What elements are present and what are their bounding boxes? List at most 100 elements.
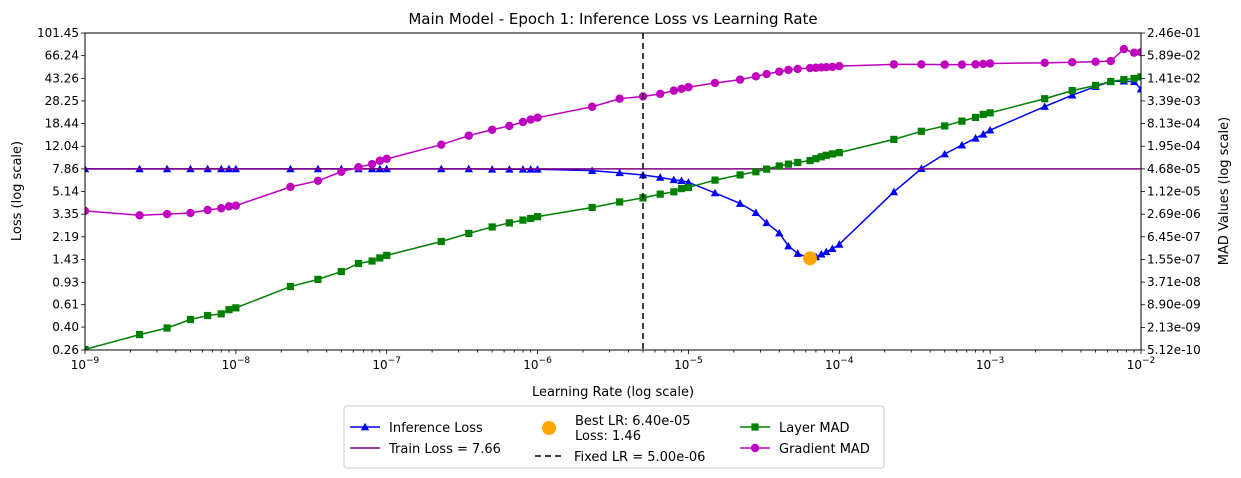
data-point	[656, 190, 664, 198]
legend-marker	[542, 421, 556, 435]
data-point	[527, 214, 535, 223]
y-left-tick-label: 101.45	[37, 26, 79, 40]
data-point	[784, 241, 793, 250]
y-left-tick-label: 2.19	[52, 230, 79, 244]
data-point	[587, 166, 597, 175]
legend-label: Inference Loss	[389, 421, 483, 436]
y-left-tick-label: 28.25	[45, 94, 79, 108]
data-point	[971, 113, 980, 122]
data-point	[186, 208, 195, 218]
legend-item-train: Train Loss = 7.66	[350, 442, 501, 457]
data-point	[1068, 58, 1077, 67]
data-point	[1137, 73, 1141, 81]
data-point	[957, 140, 967, 149]
data-point	[1041, 95, 1049, 103]
data-point	[940, 60, 949, 69]
data-point	[615, 168, 624, 177]
legend-box	[343, 405, 885, 469]
data-point	[985, 125, 995, 134]
data-point	[812, 155, 820, 163]
y-axis-label-right: MAD Values (log scale)	[1217, 117, 1232, 265]
data-point	[710, 78, 720, 88]
legend-label: Train Loss = 7.66	[388, 442, 501, 457]
data-point	[354, 259, 363, 268]
data-point	[204, 311, 212, 320]
data-point	[971, 60, 980, 69]
data-point	[958, 117, 966, 125]
y-right-tick-label: 1.41e-02	[1147, 71, 1201, 85]
y-right-tick-label: 3.71e-08	[1147, 275, 1201, 289]
data-point	[286, 282, 295, 291]
data-point	[1091, 81, 1100, 90]
x-tick-label: 10−9	[71, 356, 100, 372]
plot-area: 10−9 10−8 10−7 10−6 10−5 10−4 10−3 10−2 0.26 0.40…	[37, 26, 1201, 372]
y-left-tick-label: 0.40	[52, 320, 79, 334]
y-axis-left-ticks: 0.26 0.40 0.61 0.93 1.43 2.19 3.35 5.14 7.86 12.0…	[37, 26, 85, 357]
data-point	[828, 150, 836, 158]
y-axis-label-left: Loss (log scale)	[10, 141, 25, 241]
legend-marker	[750, 443, 760, 453]
data-point	[762, 69, 771, 79]
y-left-tick-label: 3.35	[52, 207, 79, 221]
legend-item-gradient: Gradient MAD	[740, 442, 870, 457]
data-point	[817, 249, 826, 258]
x-tick-label: 10−7	[372, 356, 401, 372]
data-point	[217, 204, 226, 213]
data-point	[286, 182, 295, 192]
data-point	[203, 205, 212, 215]
data-point	[232, 304, 240, 312]
data-point	[835, 240, 844, 248]
data-point	[986, 109, 994, 117]
x-axis-ticks: 10−9 10−8 10−7 10−6 10−5 10−4 10−3 10−2	[71, 350, 1155, 372]
y-left-tick-label: 0.26	[52, 343, 79, 357]
data-point	[684, 183, 693, 192]
data-point	[735, 75, 745, 84]
data-point	[1130, 74, 1138, 83]
legend-item-inference: Inference Loss	[350, 421, 483, 436]
y-right-tick-label: 6.45e-07	[1147, 230, 1201, 244]
y-left-tick-label: 66.24	[45, 49, 79, 63]
y-left-tick-label: 12.04	[45, 139, 79, 153]
data-point	[519, 216, 527, 224]
data-point	[775, 228, 784, 237]
data-point	[793, 249, 802, 257]
data-point	[615, 94, 624, 103]
x-tick-label: 10−4	[825, 356, 854, 372]
data-point	[817, 153, 825, 161]
data-point	[85, 345, 89, 350]
data-point	[828, 244, 837, 253]
y-right-tick-label: 8.90e-09	[1147, 298, 1201, 312]
chart-title: Main Model - Epoch 1: Inference Loss vs …	[408, 10, 817, 28]
y-right-tick-label: 5.12e-10	[1147, 343, 1201, 357]
data-point	[763, 165, 771, 173]
data-point	[940, 149, 949, 158]
data-point	[710, 188, 720, 197]
data-point	[669, 86, 679, 95]
data-point	[775, 67, 784, 76]
data-point	[616, 198, 624, 206]
data-point	[656, 173, 665, 181]
data-point	[677, 84, 686, 93]
data-point	[828, 62, 837, 72]
legend-label: Best LR: 6.40e-05	[575, 414, 690, 429]
legend-marker	[751, 423, 759, 431]
plot-series-group	[85, 33, 1141, 350]
data-point	[784, 65, 793, 75]
data-point	[217, 310, 225, 318]
data-point	[794, 158, 802, 167]
data-point	[488, 223, 496, 231]
y-left-tick-label: 0.93	[52, 275, 79, 289]
data-point	[656, 89, 665, 99]
data-point	[711, 176, 719, 184]
data-point	[793, 64, 802, 74]
data-point	[1107, 77, 1115, 86]
y-right-tick-label: 8.13e-04	[1147, 117, 1201, 131]
data-point	[1068, 90, 1077, 99]
y-left-tick-label: 1.43	[52, 252, 79, 266]
data-point	[337, 167, 346, 176]
data-point	[587, 102, 597, 111]
y-right-tick-label: 1.55e-07	[1147, 252, 1201, 266]
data-point	[677, 184, 686, 193]
